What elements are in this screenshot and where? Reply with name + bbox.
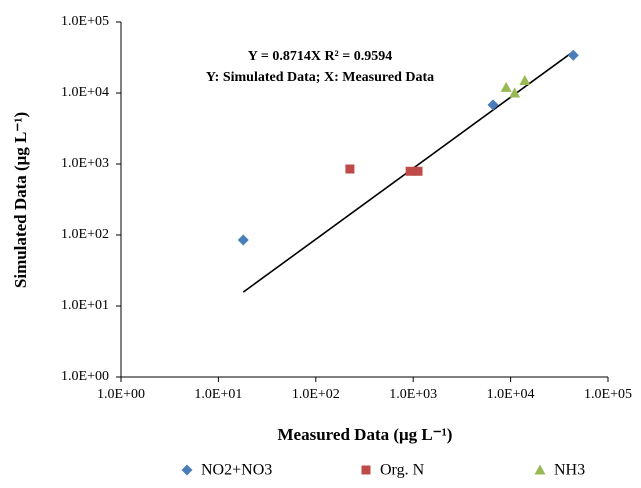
annotation: Y = 0.8714X R² = 0.9594 [248, 49, 392, 64]
marker [413, 166, 423, 176]
x-tick-label: 1.0E+02 [292, 387, 340, 402]
annotation: Y: Simulated Data; X: Measured Data [206, 70, 434, 85]
marker [237, 234, 249, 246]
marker [345, 164, 355, 174]
legend-label: Org. N [380, 462, 425, 479]
x-tick-label: 1.0E+04 [487, 387, 535, 402]
marker [487, 99, 499, 111]
x-axis-title: Measured Data (μg L⁻¹) [278, 425, 453, 444]
marker [519, 74, 531, 85]
x-tick-label: 1.0E+00 [97, 387, 145, 402]
marker [509, 87, 521, 98]
x-tick-label: 1.0E+01 [194, 387, 242, 402]
marker [361, 465, 371, 475]
y-tick-label: 1.0E+01 [61, 298, 109, 313]
y-tick-label: 1.0E+04 [61, 85, 109, 100]
marker [405, 166, 415, 176]
y-tick-label: 1.0E+03 [61, 156, 109, 171]
marker [181, 464, 193, 476]
legend-label: NH3 [554, 462, 585, 479]
marker [500, 81, 512, 92]
y-axis-title: Simulated Data (μg L⁻¹) [11, 112, 30, 288]
y-tick-label: 1.0E+02 [61, 227, 109, 242]
marker [534, 464, 546, 475]
marker [567, 49, 579, 61]
y-tick-label: 1.0E+05 [61, 14, 109, 29]
x-tick-label: 1.0E+03 [389, 387, 437, 402]
x-tick-label: 1.0E+05 [584, 387, 632, 402]
legend-label: NO2+NO3 [201, 462, 272, 479]
y-tick-label: 1.0E+00 [61, 369, 109, 384]
